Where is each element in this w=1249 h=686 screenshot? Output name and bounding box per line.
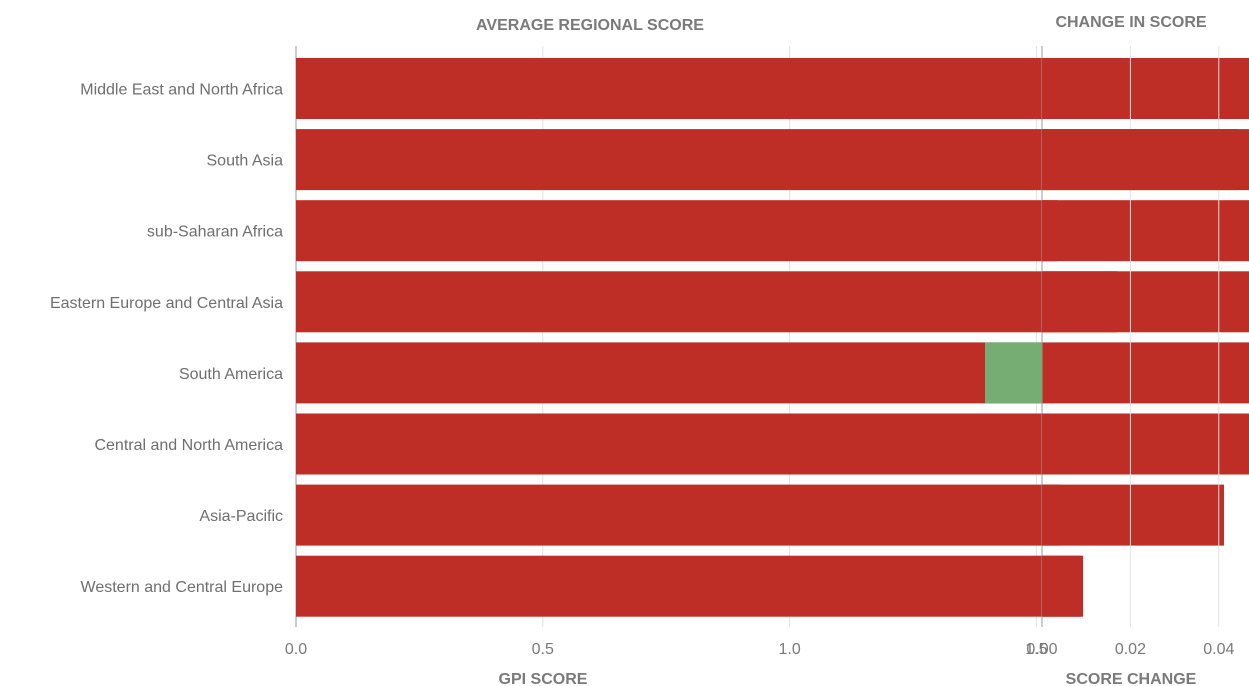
category-labels: Middle East and North Africa South Asia su…: [50, 82, 283, 597]
category-label: South America: [179, 366, 283, 383]
left-tick-label: 1.5: [1025, 641, 1047, 658]
right-axis-title: SCORE CHANGE: [1066, 671, 1197, 686]
left-bar: [296, 555, 1081, 617]
category-label: Western and Central Europe: [81, 579, 284, 596]
category-label: South Asia: [207, 153, 284, 170]
right-tick-label: 0.00: [1026, 641, 1057, 658]
right-bar: [1042, 271, 1118, 333]
right-bar: [1042, 129, 1238, 191]
left-tick-label: 1.0: [778, 641, 800, 658]
category-label: sub-Saharan Africa: [147, 224, 283, 241]
left-bar: [296, 58, 1249, 119]
left-panel-title: AVERAGE REGIONAL SCORE: [476, 17, 704, 34]
left-tick-label: 0.0: [285, 641, 307, 658]
right-bar: [1042, 58, 1062, 119]
right-bar: [1042, 484, 1060, 546]
left-axis-title: GPI SCORE: [499, 671, 588, 686]
category-label: Asia-Pacific: [199, 508, 283, 525]
right-panel-title: CHANGE IN SCORE: [1055, 14, 1206, 31]
left-tick-labels: 0.00.51.01.52.0: [285, 641, 1048, 658]
left-bar: [296, 484, 1224, 546]
category-label: Eastern Europe and Central Asia: [50, 295, 283, 312]
left-bar: [296, 342, 1249, 404]
right-tick-label: 0.04: [1203, 641, 1234, 658]
right-bar: [1042, 413, 1107, 475]
category-label: Central and North America: [94, 437, 283, 454]
change-in-score-panel: CHANGE IN SCORE 0.00 0.02 0.04 SCORE CHANG…: [984, 14, 1238, 686]
right-bars: [984, 58, 1238, 617]
left-tick-label: 0.5: [532, 641, 554, 658]
category-label: Middle East and North Africa: [80, 82, 283, 99]
right-tick-labels: 0.00 0.02 0.04: [1026, 641, 1234, 658]
left-bar: [296, 200, 1249, 262]
right-bar: [984, 342, 1042, 404]
right-bar: [1042, 200, 1058, 262]
right-bar: [1042, 555, 1084, 617]
right-tick-label: 0.02: [1115, 641, 1146, 658]
